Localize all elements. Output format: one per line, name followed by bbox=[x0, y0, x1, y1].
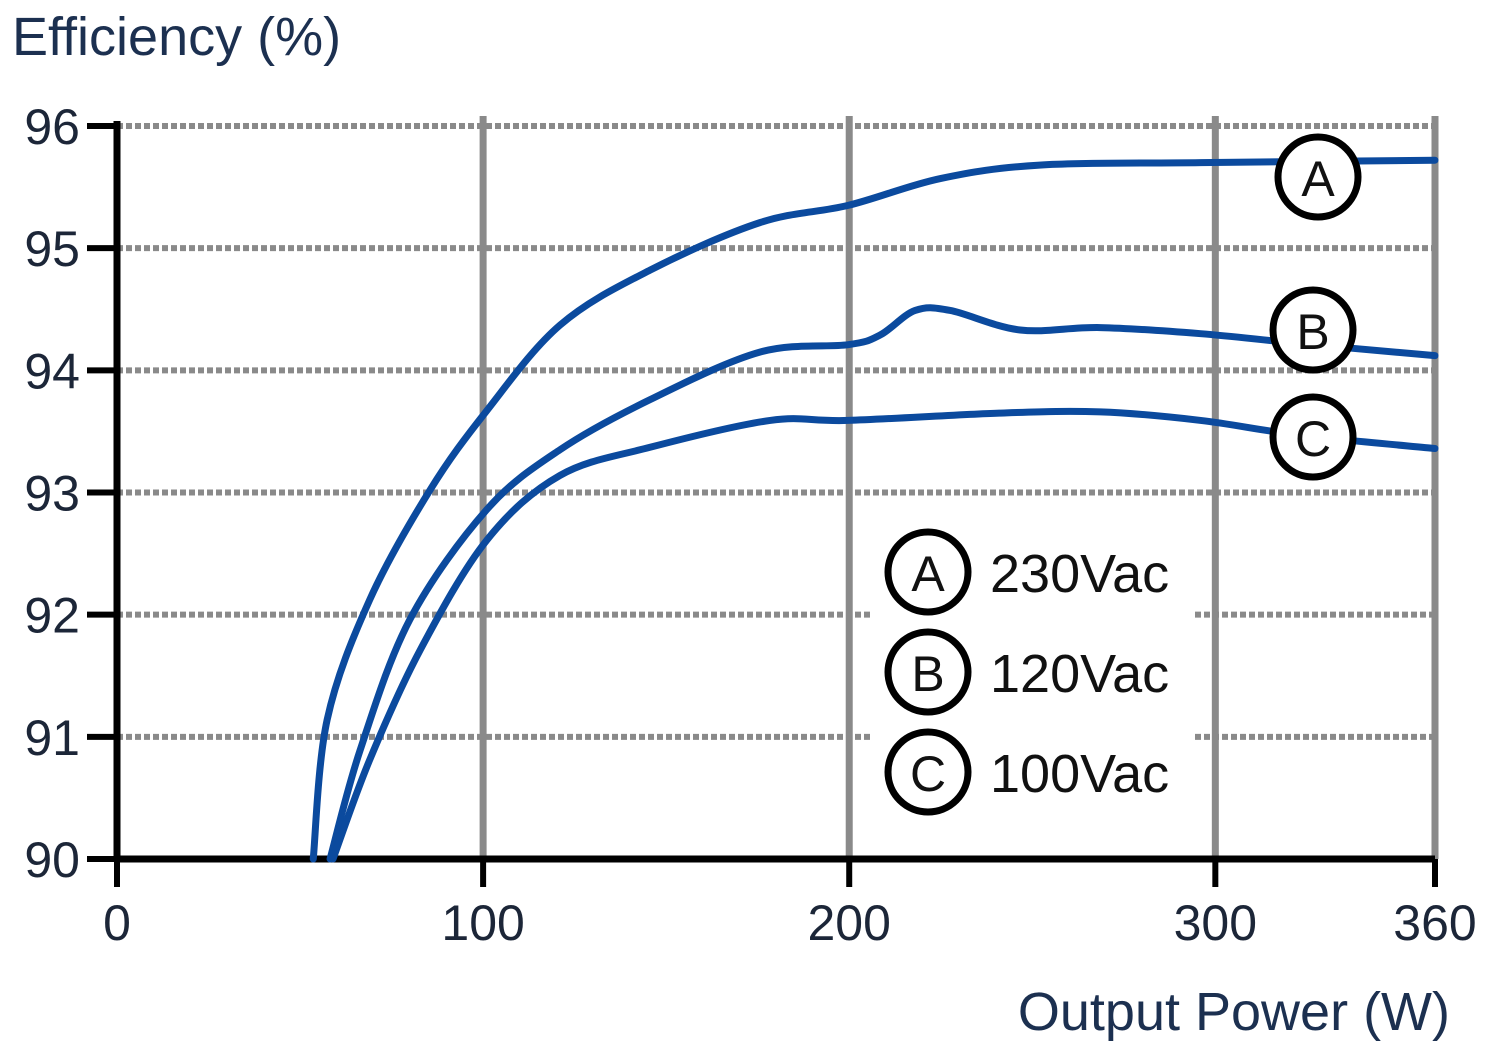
series-line-a bbox=[309, 156, 1439, 863]
legend-entry-label: 120Vac bbox=[990, 644, 1169, 704]
series-marker-circle bbox=[1274, 133, 1362, 221]
y-tick-label: 91 bbox=[24, 710, 80, 766]
x-tick-label: 200 bbox=[808, 895, 891, 951]
x-axis-title: Output Power (W) bbox=[1018, 982, 1450, 1042]
legend-marker-circle bbox=[884, 528, 972, 616]
y-tick-label: 90 bbox=[24, 832, 80, 888]
legend-marker-label: B bbox=[911, 646, 944, 702]
series-marker-label: B bbox=[1296, 304, 1329, 360]
series-marker-circle bbox=[1269, 393, 1357, 481]
x-tick-label: 0 bbox=[103, 895, 131, 951]
legend-entry-label: 100Vac bbox=[990, 744, 1169, 804]
series-marker-circle bbox=[1269, 286, 1357, 374]
series-marker-label: A bbox=[1301, 151, 1335, 207]
legend-marker-label: C bbox=[910, 746, 946, 802]
series-marker-label: C bbox=[1295, 411, 1331, 467]
y-tick-label: 93 bbox=[24, 466, 80, 522]
y-axis-title: Efficiency (%) bbox=[12, 7, 341, 67]
series-line-b bbox=[326, 304, 1439, 863]
legend-marker-label: A bbox=[911, 546, 945, 602]
series-line-c bbox=[329, 407, 1439, 863]
legend-marker-circle bbox=[884, 628, 972, 716]
legend-entry-label: 230Vac bbox=[990, 544, 1169, 604]
y-tick-label: 95 bbox=[24, 221, 80, 277]
y-tick-label: 92 bbox=[24, 588, 80, 644]
x-tick-label: 100 bbox=[441, 895, 524, 951]
x-tick-label: 360 bbox=[1393, 895, 1476, 951]
x-tick-label: 300 bbox=[1174, 895, 1257, 951]
legend-marker-circle bbox=[884, 728, 972, 816]
y-tick-label: 96 bbox=[24, 99, 80, 155]
y-tick-label: 94 bbox=[24, 343, 80, 399]
